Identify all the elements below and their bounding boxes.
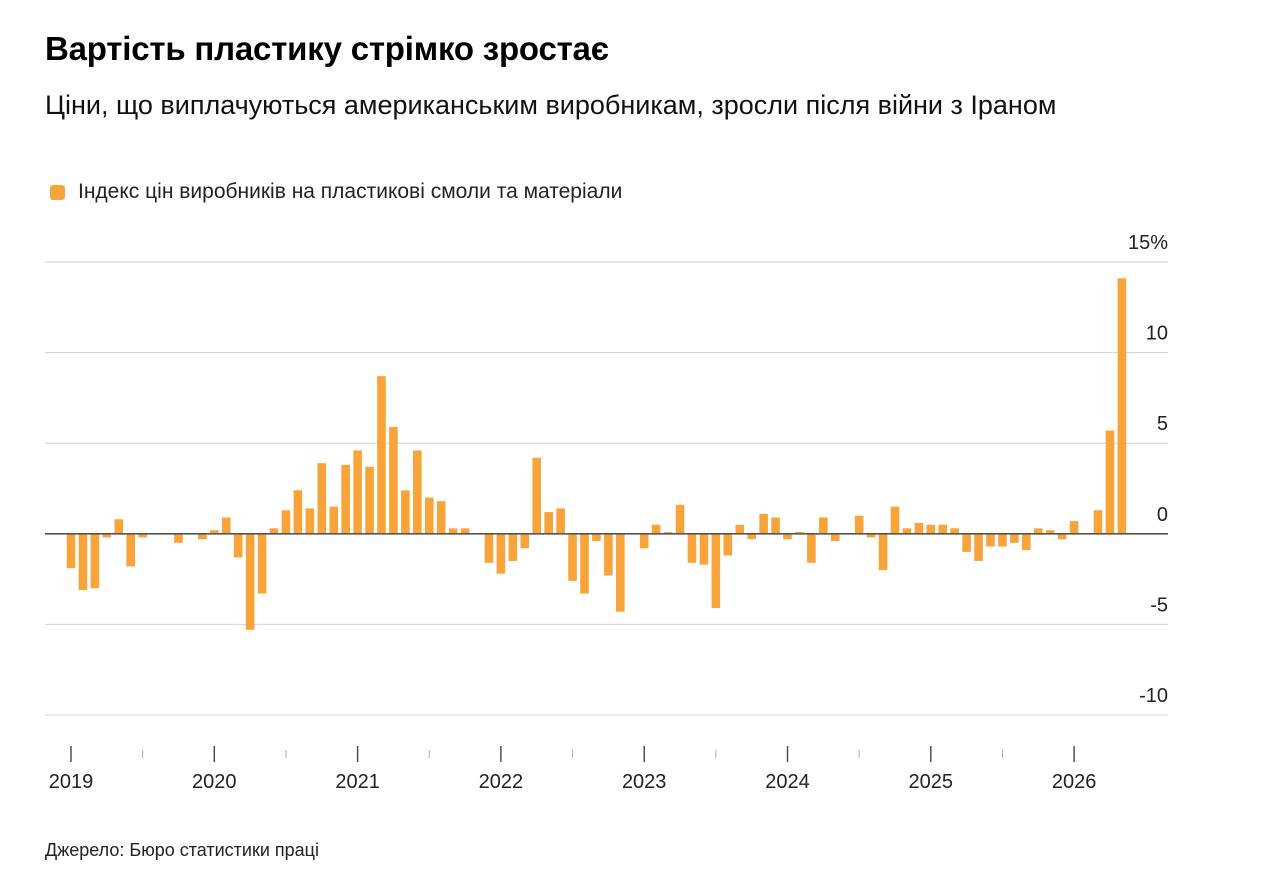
bar (807, 534, 816, 563)
bar (676, 505, 685, 534)
bar (449, 528, 458, 533)
bar (903, 528, 912, 533)
bar (222, 517, 231, 533)
bar (604, 534, 613, 576)
bar (246, 534, 255, 630)
bar (437, 501, 446, 534)
bar (1070, 521, 1079, 534)
bar (198, 534, 207, 539)
x-year-label: 2021 (335, 771, 380, 793)
x-year-label: 2022 (479, 771, 524, 793)
x-year-label: 2023 (622, 771, 667, 793)
bar (592, 534, 601, 541)
bar (520, 534, 529, 549)
bar (1010, 534, 1019, 543)
bar (938, 525, 947, 534)
y-tick-label: -10 (1139, 685, 1168, 707)
y-tick-label: 10 (1146, 323, 1168, 345)
bar (1118, 278, 1127, 533)
bar (234, 534, 243, 558)
bar (509, 534, 518, 561)
bar (544, 512, 553, 534)
bar (879, 534, 888, 570)
bar (461, 528, 470, 533)
bar (497, 534, 506, 574)
bar (126, 534, 135, 567)
bar (759, 514, 768, 534)
bar (282, 510, 291, 534)
bar (556, 508, 565, 533)
bar (580, 534, 589, 594)
bar (67, 534, 76, 568)
bar (998, 534, 1007, 547)
bar (270, 528, 279, 533)
bar (306, 508, 315, 533)
bar (712, 534, 721, 608)
y-tick-label: -5 (1150, 594, 1168, 616)
bar (114, 519, 123, 534)
bar (425, 498, 434, 534)
x-year-label: 2026 (1052, 771, 1097, 793)
bar (377, 376, 386, 534)
x-year-label: 2019 (49, 771, 94, 793)
bar (79, 534, 88, 590)
bar (927, 525, 936, 534)
source-note: Джерело: Бюро статистики праці (45, 840, 319, 861)
bar (735, 525, 744, 534)
y-tick-label: 15% (1128, 232, 1168, 254)
bar (294, 490, 303, 533)
bar (413, 450, 422, 533)
bar (401, 490, 410, 533)
bar (329, 507, 338, 534)
bar (258, 534, 267, 594)
bar (974, 534, 983, 561)
bar (568, 534, 577, 581)
bar (640, 534, 649, 549)
bar (532, 458, 541, 534)
bar (723, 534, 732, 556)
y-tick-label: 0 (1157, 504, 1168, 526)
bar (317, 463, 326, 534)
bar (1034, 528, 1043, 533)
bar (616, 534, 625, 612)
bar (855, 516, 864, 534)
x-year-label: 2024 (765, 771, 810, 793)
bar (819, 517, 828, 533)
bar (91, 534, 100, 588)
y-tick-label: 5 (1157, 413, 1168, 435)
bar (986, 534, 995, 547)
bar (174, 534, 183, 543)
bar (1106, 431, 1115, 534)
x-year-label: 2025 (909, 771, 954, 793)
bar (353, 450, 362, 533)
bar (962, 534, 971, 552)
bar (365, 467, 374, 534)
bar (1094, 510, 1103, 534)
bar (950, 528, 959, 533)
bar (389, 427, 398, 534)
bar (700, 534, 709, 565)
bar (891, 507, 900, 534)
x-year-label: 2020 (192, 771, 237, 793)
bar (771, 517, 780, 533)
bar (688, 534, 697, 563)
bar (1022, 534, 1031, 550)
bar (485, 534, 494, 563)
bar (783, 534, 792, 539)
bar (652, 525, 661, 534)
bar (1058, 534, 1067, 539)
bar (831, 534, 840, 541)
bar (915, 523, 924, 534)
bar (747, 534, 756, 539)
bar (341, 465, 350, 534)
